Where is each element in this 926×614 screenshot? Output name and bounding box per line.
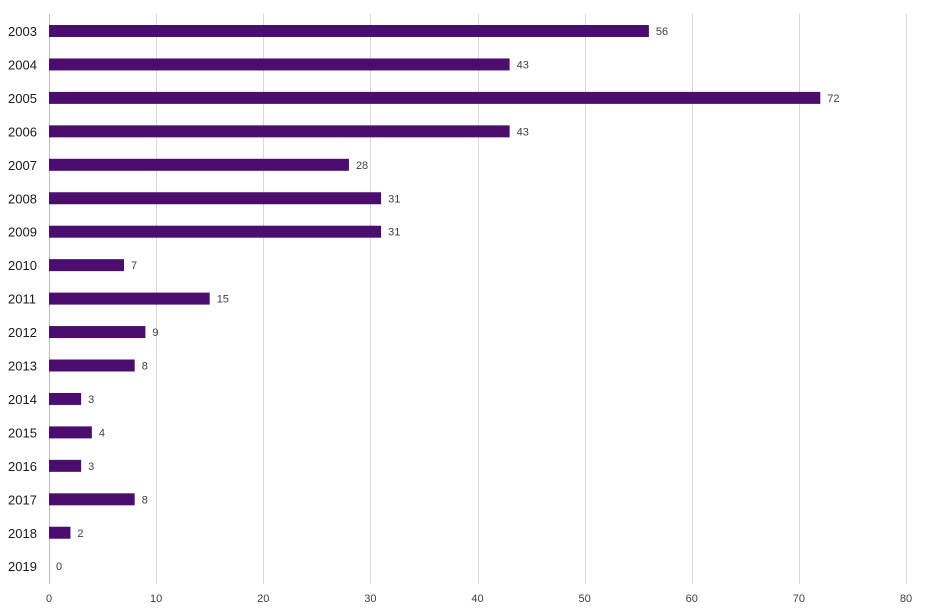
data-label: 43: [517, 59, 529, 71]
category-label: 2012: [8, 325, 37, 340]
data-label: 9: [152, 327, 158, 339]
category-label: 2011: [8, 292, 36, 307]
category-label: 2019: [8, 559, 37, 574]
bars: [49, 25, 821, 539]
data-label: 4: [99, 427, 105, 439]
bar-2016: [49, 459, 82, 472]
gridlines: [49, 14, 907, 584]
data-label: 72: [827, 93, 839, 105]
bar-2010: [49, 259, 124, 272]
data-label: 2: [77, 528, 83, 540]
bar-2007: [49, 158, 349, 171]
bar-2013: [49, 359, 135, 372]
category-label: 2005: [8, 91, 37, 106]
data-label: 43: [517, 126, 529, 138]
x-tick-label: 80: [900, 593, 912, 605]
x-axis-tick-labels: 0 10 20 30 40 50 60 70 80: [46, 593, 912, 605]
data-label: 31: [388, 193, 400, 205]
category-label: 2018: [8, 526, 37, 541]
data-label: 15: [217, 294, 229, 306]
data-label: 31: [388, 227, 400, 239]
x-tick-label: 0: [46, 593, 52, 605]
x-tick-label: 30: [364, 593, 376, 605]
category-label: 2006: [8, 124, 37, 139]
bar-2012: [49, 326, 146, 339]
category-label: 2008: [8, 191, 37, 206]
x-tick-label: 20: [257, 593, 269, 605]
data-label: 3: [88, 394, 94, 406]
bar-2014: [49, 392, 82, 405]
bar-2005: [49, 91, 821, 104]
category-label: 2009: [8, 225, 37, 240]
category-label: 2017: [8, 492, 37, 507]
data-label: 56: [656, 26, 668, 38]
x-tick-label: 60: [686, 593, 698, 605]
category-label: 2003: [8, 24, 37, 39]
bar-2004: [49, 58, 510, 71]
bar-2018: [49, 526, 71, 539]
bar-2008: [49, 192, 382, 205]
data-label: 8: [142, 361, 148, 373]
data-label: 8: [142, 494, 148, 506]
bar-2003: [49, 25, 649, 37]
category-label: 2015: [8, 425, 37, 440]
category-label: 2010: [8, 258, 37, 273]
bar-2015: [49, 426, 92, 439]
x-tick-label: 70: [793, 593, 805, 605]
x-tick-label: 50: [579, 593, 591, 605]
x-tick-label: 40: [471, 593, 483, 605]
category-label: 2013: [8, 359, 37, 374]
data-label: 0: [56, 561, 62, 573]
bar-2006: [49, 125, 510, 138]
x-tick-label: 10: [150, 593, 162, 605]
bar-2009: [49, 225, 382, 238]
category-label: 2004: [8, 57, 37, 72]
bar-2017: [49, 493, 135, 506]
category-labels: 2003 2004 2005 2006 2007 2008 2009 2010 2011 2012…: [8, 24, 37, 574]
data-label: 3: [88, 461, 94, 473]
data-label: 7: [131, 260, 137, 272]
bar-2011: [49, 292, 210, 305]
category-label: 2016: [8, 459, 37, 474]
data-label: 28: [356, 160, 368, 172]
category-label: 2007: [8, 158, 37, 173]
category-label: 2014: [8, 392, 37, 407]
